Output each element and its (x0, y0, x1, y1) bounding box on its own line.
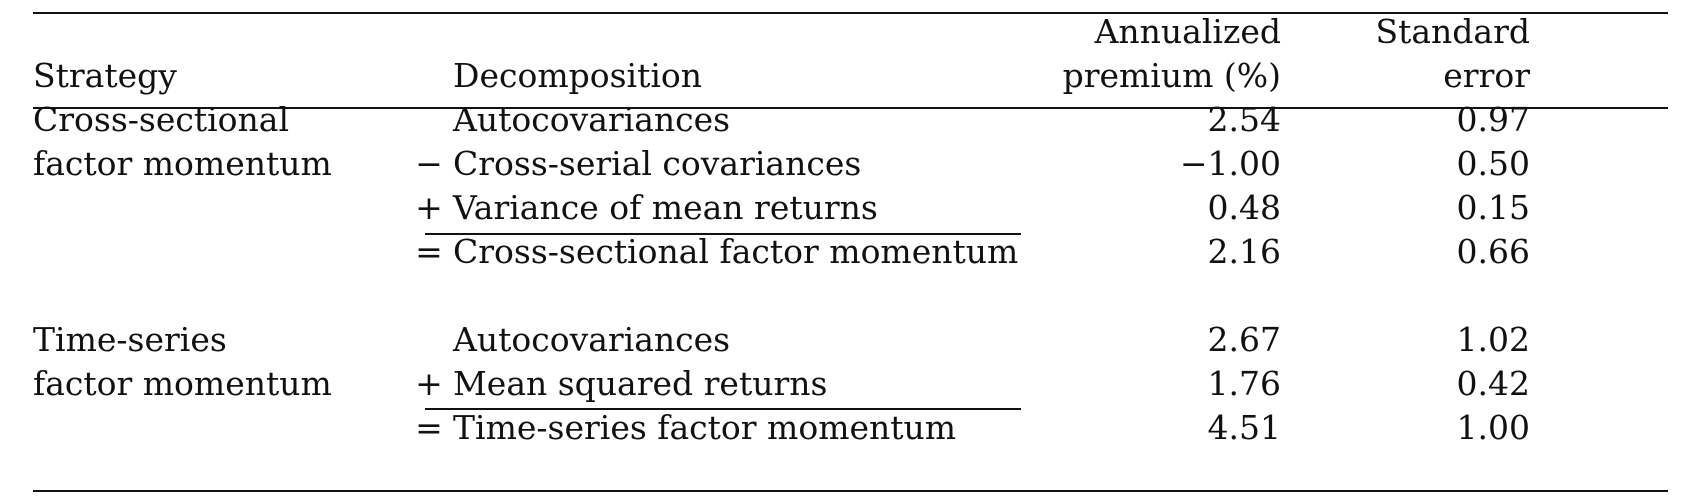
header-premium-line2: premium (%) (1062, 56, 1281, 95)
group2-row2-premium: 1.76 (1207, 364, 1281, 403)
group1-row3-premium: 0.48 (1207, 188, 1281, 227)
group2-row3-label: Time-series factor momentum (453, 408, 957, 447)
group1-row4-premium: 2.16 (1207, 232, 1281, 271)
header-se-line1: Standard (1375, 12, 1531, 51)
group1-row3-se: 0.15 (1456, 188, 1530, 227)
header-premium-line1: Annualized (1094, 12, 1281, 51)
group1-row2-label: Cross-serial covariances (453, 144, 862, 183)
group2-row1-label: Autocovariances (453, 320, 731, 359)
header-rule (33, 107, 1668, 109)
group1-row4-operator: = (415, 232, 443, 271)
bottom-rule (33, 490, 1668, 492)
group1-row1-se: 0.97 (1456, 100, 1530, 139)
group1-row1-label: Autocovariances (453, 100, 731, 139)
header-decomposition: Decomposition (453, 56, 703, 95)
group2-row1-se: 1.02 (1456, 320, 1530, 359)
group1-strategy-line2: factor momentum (33, 144, 332, 183)
group2-row3-premium: 4.51 (1207, 408, 1281, 447)
group2-row2-label: Mean squared returns (453, 364, 828, 403)
header-strategy: Strategy (33, 56, 177, 95)
group2-sum-rule (425, 408, 1021, 410)
decomposition-table: Strategy Decomposition Annualized premiu… (33, 0, 1668, 499)
group2-row3-se: 1.00 (1456, 408, 1530, 447)
group1-row2-se: 0.50 (1456, 144, 1530, 183)
group1-row1-premium: 2.54 (1207, 100, 1281, 139)
top-rule (33, 12, 1668, 14)
header-se-line2: error (1443, 56, 1530, 95)
group1-row4-se: 0.66 (1456, 232, 1530, 271)
group1-row4-label: Cross-sectional factor momentum (453, 232, 1019, 271)
group1-row3-operator: + (415, 188, 443, 227)
group1-strategy-line1: Cross-sectional (33, 100, 290, 139)
group2-row1-premium: 2.67 (1207, 320, 1281, 359)
group1-row2-operator: − (415, 144, 443, 183)
group1-sum-rule (425, 233, 1021, 235)
group2-row2-se: 0.42 (1456, 364, 1530, 403)
group2-row2-operator: + (415, 364, 443, 403)
group2-strategy-line1: Time-series (33, 320, 227, 359)
group1-row2-premium: −1.00 (1179, 144, 1281, 183)
group2-row3-operator: = (415, 408, 443, 447)
group2-strategy-line2: factor momentum (33, 364, 332, 403)
group1-row3-label: Variance of mean returns (453, 188, 878, 227)
